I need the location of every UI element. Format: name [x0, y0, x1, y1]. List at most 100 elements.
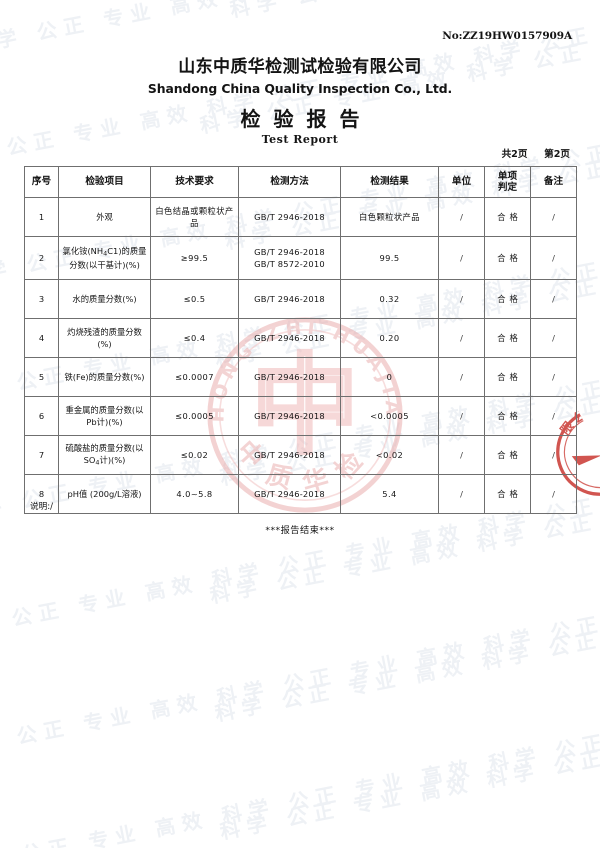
cell-method: GB/T 2946-2018 — [238, 396, 341, 436]
cell-method: GB/T 2946-2018 — [238, 474, 341, 514]
table-row: 1 外观 白色结晶或颗粒状产品 GB/T 2946-2018 白色颗粒状产品 /… — [24, 197, 577, 237]
cell-unit: / — [438, 474, 485, 514]
header-verdict-line1: 单项 — [497, 170, 518, 182]
header-item: 检验项目 — [58, 166, 151, 198]
cell-item: 铁(Fe)的质量分数(%) — [58, 357, 151, 397]
cell-unit: / — [438, 357, 485, 397]
cell-method-line2: GB/T 8572-2010 — [254, 259, 325, 269]
cell-spec: ≤0.02 — [150, 435, 239, 475]
test-results-table: 序号 检验项目 技术要求 检测方法 检测结果 单位 单项 判定 备注 1 外观 … — [24, 166, 577, 514]
cell-method: GB/T 2946-2018 — [238, 279, 341, 319]
cell-verdict: 合格 — [484, 474, 531, 514]
table-row: 2 氯化铵(NH4C1)的质量分数(以干基计)(%) ≥99.5 GB/T 29… — [24, 236, 577, 280]
cell-item-pre: 硫酸盐的质量分数(以SO — [65, 443, 144, 466]
cell-remark: / — [530, 435, 577, 475]
cell-index: 3 — [24, 279, 59, 319]
cell-verdict: 合格 — [484, 318, 531, 358]
cell-index: 5 — [24, 357, 59, 397]
cell-result: <0.02 — [340, 435, 439, 475]
cell-method: GB/T 2946-2018 — [238, 357, 341, 397]
cell-item-subscript: 4 — [103, 249, 108, 258]
header-method: 检测方法 — [238, 166, 341, 198]
total-pages-label: 共2页 — [501, 149, 528, 160]
table-row: 8 pH值 (200g/L溶液) 4.0~5.8 GB/T 2946-2018 … — [24, 474, 577, 514]
header-verdict-line2: 判定 — [497, 182, 518, 193]
cell-index: 2 — [24, 236, 59, 280]
table-row: 5 铁(Fe)的质量分数(%) ≤0.0007 GB/T 2946-2018 0… — [24, 357, 577, 397]
page-title-english: Test Report — [261, 133, 339, 146]
cell-unit: / — [438, 318, 485, 358]
cell-index: 7 — [24, 435, 59, 475]
header-spec: 技术要求 — [150, 166, 239, 198]
cell-result: 0.20 — [340, 318, 439, 358]
cell-item: 氯化铵(NH4C1)的质量分数(以干基计)(%) — [58, 236, 151, 280]
header-unit: 单位 — [438, 166, 485, 198]
cell-result: 0.32 — [340, 279, 439, 319]
cell-result: 白色颗粒状产品 — [340, 197, 439, 237]
cell-remark: / — [530, 279, 577, 319]
cell-index: 6 — [24, 396, 59, 436]
page-title: 检验报告 — [240, 107, 373, 131]
cell-index: 4 — [24, 318, 59, 358]
cell-verdict: 合格 — [484, 357, 531, 397]
cell-item-subscript: 4 — [95, 458, 100, 467]
cell-result: 99.5 — [340, 236, 439, 280]
cell-spec: ≤0.0007 — [150, 357, 239, 397]
cell-remark: / — [530, 318, 577, 358]
cell-unit: / — [438, 279, 485, 319]
cell-spec: 白色结晶或颗粒状产品 — [150, 197, 239, 237]
cell-item: pH值 (200g/L溶液) — [58, 474, 151, 514]
cell-spec: ≤0.5 — [150, 279, 239, 319]
cell-unit: / — [438, 435, 485, 475]
cell-item-post: C1)的质量分数(以干基计)(%) — [69, 246, 147, 270]
cell-verdict: 合格 — [484, 279, 531, 319]
company-name-english: Shandong China Quality Inspection Co., L… — [147, 81, 453, 96]
table-row: 4 灼烧残渣的质量分数(%) ≤0.4 GB/T 2946-2018 0.20 … — [24, 318, 577, 358]
cell-spec: 4.0~5.8 — [150, 474, 239, 514]
cell-item: 水的质量分数(%) — [58, 279, 151, 319]
table-row: 3 水的质量分数(%) ≤0.5 GB/T 2946-2018 0.32 / 合… — [24, 279, 577, 319]
cell-verdict: 合格 — [484, 236, 531, 280]
cell-item-post: 计)(%) — [99, 455, 126, 466]
cell-remark: / — [530, 197, 577, 237]
cell-remark: / — [530, 357, 577, 397]
cell-unit: / — [438, 197, 485, 237]
cell-item: 重金属的质量分数(以Pb计)(%) — [58, 396, 151, 436]
table-row: 6 重金属的质量分数(以Pb计)(%) ≤0.0005 GB/T 2946-20… — [24, 396, 577, 436]
cell-method: GB/T 2946-2018 GB/T 8572-2010 — [238, 236, 341, 280]
cell-method-line1: GB/T 2946-2018 — [254, 246, 325, 257]
cell-unit: / — [438, 236, 485, 280]
cell-index: 1 — [24, 197, 59, 237]
cell-item-pre: 氯化铵(NH — [62, 246, 104, 257]
report-number: No:ZZ19HW0157909A — [442, 30, 572, 42]
cell-verdict: 合格 — [484, 197, 531, 237]
header-verdict: 单项 判定 — [484, 166, 531, 198]
note-label: 说明:/ — [30, 502, 53, 512]
cell-remark: / — [530, 396, 577, 436]
cell-item: 外观 — [58, 197, 151, 237]
cell-result: 5.4 — [340, 474, 439, 514]
cell-item: 灼烧残渣的质量分数(%) — [58, 318, 151, 358]
cell-result: 0 — [340, 357, 439, 397]
header-result: 检测结果 — [340, 166, 439, 198]
cell-verdict: 合格 — [484, 435, 531, 475]
report-end-label: ***报告结束*** — [265, 525, 335, 536]
cell-remark: / — [530, 474, 577, 514]
page-counter: 共2页 第2页 — [502, 146, 570, 160]
table-header-row: 序号 检验项目 技术要求 检测方法 检测结果 单位 单项 判定 备注 — [24, 166, 577, 198]
current-page-label: 第2页 — [544, 149, 570, 160]
cell-remark: / — [530, 236, 577, 280]
cell-spec: ≤0.0005 — [150, 396, 239, 436]
header-index: 序号 — [24, 166, 59, 198]
cell-method: GB/T 2946-2018 — [238, 197, 341, 237]
header-remark: 备注 — [530, 166, 577, 198]
company-name-chinese: 山东中质华检测试检验有限公司 — [178, 57, 422, 77]
cell-verdict: 合格 — [484, 396, 531, 436]
cell-method: GB/T 2946-2018 — [238, 435, 341, 475]
cell-spec: ≤0.4 — [150, 318, 239, 358]
cell-result: <0.0005 — [340, 396, 439, 436]
cell-method: GB/T 2946-2018 — [238, 318, 341, 358]
cell-unit: / — [438, 396, 485, 436]
cell-spec: ≥99.5 — [150, 236, 239, 280]
